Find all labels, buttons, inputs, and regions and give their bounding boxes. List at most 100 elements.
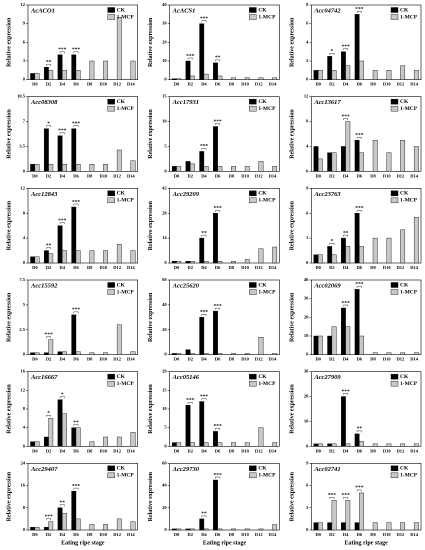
bar xyxy=(244,259,250,264)
bar xyxy=(199,518,205,531)
bar xyxy=(176,166,182,172)
x-tick-label: D12 xyxy=(255,82,263,87)
x-tick-label: D12 xyxy=(113,265,121,270)
x-tick-label: D2 xyxy=(46,82,52,87)
y-tick-label: 8 xyxy=(306,2,309,7)
bar xyxy=(75,518,81,531)
legend-label: CK xyxy=(400,466,409,472)
legend-label: CK xyxy=(400,282,409,288)
y-axis-label: Relative expression xyxy=(148,109,154,159)
bar xyxy=(185,528,191,531)
legend-label: CK xyxy=(258,7,267,13)
bar xyxy=(413,70,419,80)
bar xyxy=(185,405,191,447)
x-tick-label: D6 xyxy=(215,448,221,453)
bar xyxy=(354,289,360,355)
bar xyxy=(190,163,195,172)
x-tick-label: D4 xyxy=(60,532,66,537)
bar xyxy=(57,507,63,531)
significance-label: ** xyxy=(357,426,363,432)
y-axis-label: Relative expression xyxy=(290,292,296,342)
significance-bracket xyxy=(46,415,51,417)
plot-frame xyxy=(27,279,138,355)
significance-label: *** xyxy=(341,493,350,499)
bar xyxy=(30,527,36,531)
x-tick-label: D0 xyxy=(32,448,38,453)
bar xyxy=(327,152,333,172)
y-tick-label: 30 xyxy=(162,21,167,26)
x-tick-label: D12 xyxy=(255,357,263,362)
bar xyxy=(203,442,209,447)
bar xyxy=(57,54,63,80)
bar xyxy=(48,339,54,355)
significance-bracket xyxy=(215,307,221,310)
bar xyxy=(341,146,346,172)
x-tick-label: D4 xyxy=(60,82,66,87)
bar xyxy=(57,351,63,355)
x-tick-label: D6 xyxy=(73,357,79,362)
x-tick-label: D14 xyxy=(410,532,418,537)
x-tick-label: D8 xyxy=(229,82,235,87)
significance-bracket xyxy=(356,430,362,433)
y-tick-label: 28 xyxy=(162,210,167,215)
x-axis-label: Eating ripe stage xyxy=(61,540,105,546)
bar xyxy=(345,443,351,447)
legend-label: 1-MCP xyxy=(117,289,135,295)
plot-frame xyxy=(27,463,138,531)
y-tick-label: 0 xyxy=(23,527,26,532)
legend-swatch xyxy=(249,380,257,387)
x-tick-label: D12 xyxy=(397,265,405,270)
bar xyxy=(217,442,223,447)
y-tick-label: 8 xyxy=(23,406,26,411)
chart-title: Acc27909 xyxy=(313,374,341,381)
significance-bracket xyxy=(201,515,207,518)
bar xyxy=(213,62,218,80)
significance-label: *** xyxy=(186,53,195,59)
legend-swatch xyxy=(249,282,257,288)
y-tick-label: 3 xyxy=(306,505,309,510)
bar xyxy=(331,254,337,264)
x-tick-label: D14 xyxy=(127,448,135,453)
x-tick-label: D4 xyxy=(60,357,66,362)
legend-swatch xyxy=(249,289,257,295)
x-tick-label: D8 xyxy=(229,357,235,362)
significance-bracket xyxy=(356,489,362,492)
x-tick-label: D14 xyxy=(269,265,277,270)
x-tick-label: D6 xyxy=(215,173,221,178)
x-tick-label: D8 xyxy=(87,357,93,362)
x-tick-label: D12 xyxy=(397,357,405,362)
y-axis-label: Relative expression xyxy=(6,471,12,521)
legend-swatch xyxy=(107,105,115,112)
bar xyxy=(57,399,63,447)
y-tick-label: 0 xyxy=(306,77,309,82)
x-tick-label: D2 xyxy=(329,532,335,537)
significance-label: *** xyxy=(341,44,350,50)
significance-label: *** xyxy=(214,424,223,430)
bar xyxy=(199,317,205,355)
legend-swatch xyxy=(249,14,257,20)
x-tick-label: D0 xyxy=(315,82,321,87)
significance-label: * xyxy=(47,411,50,417)
chart-title: Acc29730 xyxy=(172,466,200,473)
significance-bracket xyxy=(46,518,51,521)
x-tick-label: D6 xyxy=(73,173,79,178)
bar xyxy=(345,121,351,172)
y-tick-label: 0 xyxy=(306,260,309,265)
bar xyxy=(75,351,81,355)
x-tick-label: D14 xyxy=(127,265,135,270)
significance-bracket xyxy=(187,57,193,60)
legend-label: 1-MCP xyxy=(400,381,418,387)
bar xyxy=(341,237,346,264)
plot-frame xyxy=(311,371,422,447)
x-tick-label: D12 xyxy=(397,448,405,453)
bar xyxy=(313,70,319,80)
y-tick-label: 5 xyxy=(23,302,26,307)
bar xyxy=(244,442,250,447)
bar xyxy=(354,14,360,80)
bar xyxy=(62,250,67,264)
bar xyxy=(199,401,205,447)
x-tick-label: D14 xyxy=(410,173,418,178)
bar xyxy=(130,160,136,172)
x-tick-label: D0 xyxy=(315,173,321,178)
x-tick-label: D10 xyxy=(100,448,108,453)
